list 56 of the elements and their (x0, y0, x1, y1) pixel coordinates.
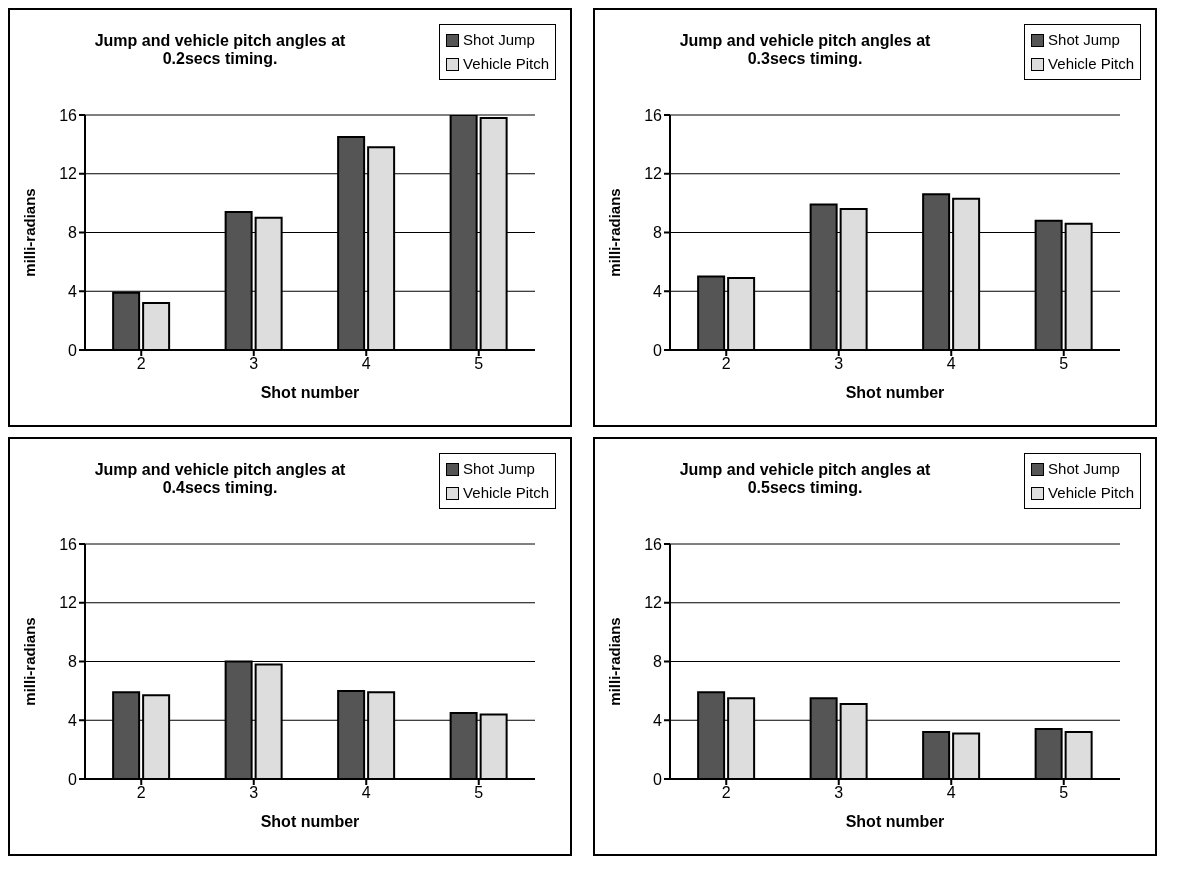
y-tick-label: 4 (68, 711, 78, 729)
x-axis-title: Shot number (845, 813, 945, 830)
y-tick-label: 0 (653, 341, 663, 359)
chart-title: Jump and vehicle pitch angles at 0.5secs timing. (678, 461, 932, 497)
x-axis-title: Shot number (845, 384, 945, 401)
legend-label: Shot Jump (463, 30, 535, 50)
y-tick-label: 0 (653, 770, 663, 788)
y-axis-title: milli-radians (21, 188, 39, 277)
y-tick-label: 8 (68, 224, 78, 242)
chart-title: Jump and vehicle pitch angles at 0.3secs timing. (678, 32, 932, 68)
x-tick-label: 5 (474, 784, 484, 802)
y-tick-label: 16 (59, 106, 78, 124)
y-tick-label: 12 (644, 594, 663, 612)
x-tick-label: 3 (249, 784, 259, 802)
y-tick-label: 8 (653, 653, 663, 671)
x-axis-title: Shot number (260, 384, 360, 401)
legend-label: Shot Jump (463, 459, 535, 479)
x-tick-label: 2 (136, 355, 146, 373)
legend-label: Vehicle Pitch (463, 483, 549, 503)
y-tick-label: 16 (644, 535, 663, 553)
legend-label: Vehicle Pitch (1048, 483, 1134, 503)
chart-title: Jump and vehicle pitch angles at 0.2secs timing. (93, 32, 347, 68)
x-tick-label: 4 (946, 355, 956, 373)
y-axis-title: milli-radians (606, 188, 624, 277)
y-tick-label: 4 (653, 711, 663, 729)
y-tick-label: 12 (644, 165, 663, 183)
legend-label: Shot Jump (1048, 459, 1120, 479)
x-tick-label: 3 (834, 355, 844, 373)
y-tick-label: 12 (59, 594, 78, 612)
y-tick-label: 8 (653, 224, 663, 242)
y-tick-label: 4 (68, 282, 78, 300)
y-tick-label: 0 (68, 341, 78, 359)
y-tick-label: 4 (653, 282, 663, 300)
x-tick-label: 2 (721, 784, 731, 802)
chart-title: Jump and vehicle pitch angles at 0.4secs timing. (93, 461, 347, 497)
y-tick-label: 0 (68, 770, 78, 788)
x-axis-title: Shot number (260, 813, 360, 830)
y-axis-title: milli-radians (21, 617, 39, 706)
x-tick-label: 5 (474, 355, 484, 373)
x-tick-label: 4 (946, 784, 956, 802)
y-tick-label: 16 (644, 106, 663, 124)
y-tick-label: 8 (68, 653, 78, 671)
x-tick-label: 3 (249, 355, 259, 373)
x-tick-label: 4 (361, 784, 371, 802)
y-axis-title: milli-radians (606, 617, 624, 706)
x-tick-label: 5 (1059, 784, 1069, 802)
legend-label: Shot Jump (1048, 30, 1120, 50)
x-tick-label: 5 (1059, 355, 1069, 373)
x-tick-label: 3 (834, 784, 844, 802)
x-tick-label: 4 (361, 355, 371, 373)
y-tick-label: 12 (59, 165, 78, 183)
legend-label: Vehicle Pitch (1048, 54, 1134, 74)
y-tick-label: 16 (59, 535, 78, 553)
legend-label: Vehicle Pitch (463, 54, 549, 74)
x-tick-label: 2 (721, 355, 731, 373)
x-tick-label: 2 (136, 784, 146, 802)
